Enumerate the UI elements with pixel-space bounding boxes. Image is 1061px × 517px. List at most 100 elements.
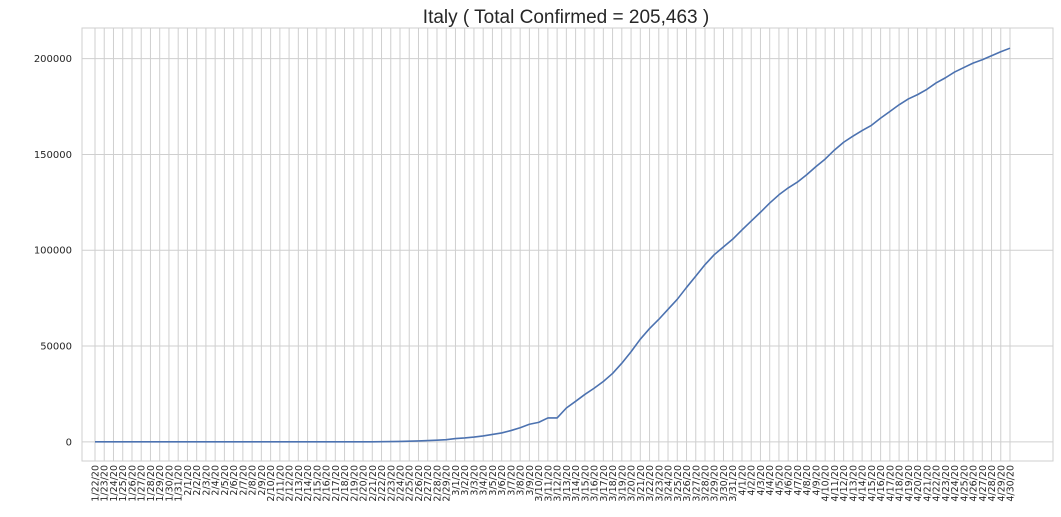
x-tick-label: 3/4/20 [479,465,490,496]
x-tick-label: 3/16/20 [590,465,601,502]
x-tick-label: 3/1/20 [451,465,462,496]
x-tick-label: 2/4/20 [211,465,222,496]
x-tick-label: 2/20/20 [359,465,370,502]
x-tick-label: 4/30/20 [1006,465,1017,502]
x-tick-label: 4/8/20 [802,465,813,496]
x-tick-label: 2/22/20 [377,465,388,502]
x-tick-label: 2/5/20 [220,465,231,496]
x-tick-label: 3/17/20 [599,465,610,502]
x-tick-label: 3/9/20 [525,465,536,496]
x-tick-label: 2/12/20 [285,465,296,502]
x-tick-label: 4/25/20 [959,465,970,502]
x-tick-label: 4/22/20 [932,465,943,502]
x-tick-label: 2/2/20 [192,465,203,496]
x-tick-label: 4/29/20 [996,465,1007,502]
x-tick-label: 4/26/20 [969,465,980,502]
x-tick-label: 3/26/20 [682,465,693,502]
x-tick-label: 3/20/20 [627,465,638,502]
x-tick-label: 3/3/20 [469,465,480,496]
x-tick-label: 3/28/20 [701,465,712,502]
x-tick-label: 2/15/20 [312,465,323,502]
x-tick-label: 4/20/20 [913,465,924,502]
chart-title: Italy ( Total Confirmed = 205,463 ) [423,7,709,28]
x-tick-label: 4/6/20 [784,465,795,496]
x-tick-label: 2/18/20 [340,465,351,502]
x-tick-label: 2/17/20 [331,465,342,502]
x-tick-label: 1/22/20 [91,465,102,502]
x-tick-label: 3/18/20 [608,465,619,502]
y-tick-label: 100000 [34,246,72,257]
x-tick-label: 3/29/20 [710,465,721,502]
x-tick-label: 3/30/20 [719,465,730,502]
x-tick-label: 4/13/20 [848,465,859,502]
x-tick-label: 2/3/20 [201,465,212,496]
x-tick-label: 1/25/20 [118,465,129,502]
x-tick-label: 4/24/20 [950,465,961,502]
x-tick-label: 3/10/20 [534,465,545,502]
x-tick-label: 2/24/20 [396,465,407,502]
x-tick-label: 3/24/20 [664,465,675,502]
plot-frame [81,27,1054,462]
x-tick-label: 2/23/20 [386,465,397,502]
x-tick-label: 4/1/20 [737,465,748,496]
x-tick-label: 4/7/20 [793,465,804,496]
x-tick-label: 1/30/20 [164,465,175,502]
x-tick-label: 4/19/20 [904,465,915,502]
x-tick-label: 4/17/20 [885,465,896,502]
x-tick-label: 3/11/20 [543,465,554,502]
x-tick-label: 4/16/20 [876,465,887,502]
x-tick-label: 2/14/20 [303,465,314,502]
x-tick-label: 1/27/20 [137,465,148,502]
x-tick-label: 3/7/20 [506,465,517,496]
x-tick-label: 2/25/20 [405,465,416,502]
x-tick-label: 4/3/20 [756,465,767,496]
y-tick-label: 0 [66,437,72,448]
x-tick-label: 4/11/20 [830,465,841,502]
x-tick-label: 3/25/20 [673,465,684,502]
x-tick-label: 3/14/20 [571,465,582,502]
x-tick-label: 3/13/20 [562,465,573,502]
x-tick-label: 4/14/20 [858,465,869,502]
x-tick-label: 2/6/20 [229,465,240,496]
x-tick-label: 1/23/20 [100,465,111,502]
grid-lines [82,28,1053,461]
x-tick-label: 3/27/20 [691,465,702,502]
x-tick-label: 3/12/20 [553,465,564,502]
x-tick-label: 3/2/20 [460,465,471,496]
x-tick-label: 2/10/20 [266,465,277,502]
x-tick-label: 2/11/20 [275,465,286,502]
x-tick-label: 2/7/20 [238,465,249,496]
x-tick-label: 4/9/20 [811,465,822,496]
x-tick-label: 4/4/20 [765,465,776,496]
x-tick-label: 4/10/20 [821,465,832,502]
x-tick-label: 2/1/20 [183,465,194,496]
x-tick-label: 2/16/20 [322,465,333,502]
x-tick-label: 1/31/20 [174,465,185,502]
x-tick-label: 4/27/20 [978,465,989,502]
y-tick-label: 200000 [34,54,72,65]
x-tick-label: 2/29/20 [442,465,453,502]
x-tick-label: 2/9/20 [257,465,268,496]
x-tick-label: 4/23/20 [941,465,952,502]
x-tick-label: 2/28/20 [432,465,443,502]
x-tick-label: 3/21/20 [636,465,647,502]
x-tick-label: 3/5/20 [488,465,499,496]
x-tick-label: 4/21/20 [922,465,933,502]
x-tick-label: 3/8/20 [516,465,527,496]
x-tick-label: 3/31/20 [728,465,739,502]
x-tick-label: 4/5/20 [774,465,785,496]
series-line [95,47,1011,443]
x-tick-label: 4/28/20 [987,465,998,502]
x-tick-label: 3/22/20 [645,465,656,502]
axes: 1/22/201/23/201/24/201/25/201/26/201/27/… [34,27,1054,502]
x-tick-label: 2/13/20 [294,465,305,502]
x-tick-label: 2/27/20 [423,465,434,502]
x-tick-label: 2/8/20 [248,465,259,496]
x-tick-label: 2/19/20 [349,465,360,502]
x-tick-label: 1/28/20 [146,465,157,502]
y-tick-label: 50000 [40,342,72,353]
y-tick-label: 150000 [34,150,72,161]
x-tick-label: 2/26/20 [414,465,425,502]
